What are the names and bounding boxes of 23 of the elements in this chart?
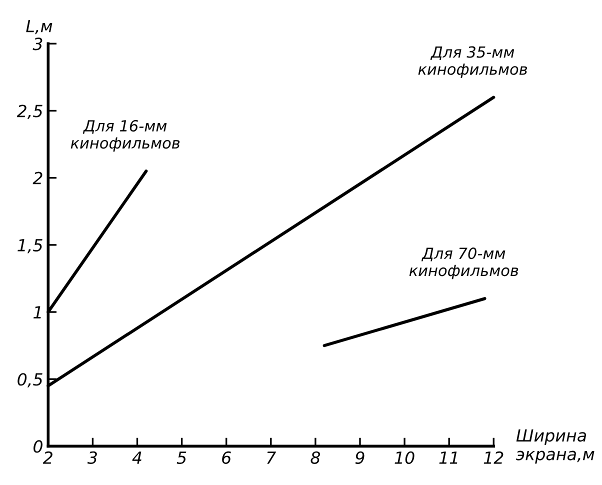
x-tick-label: 12 (484, 451, 504, 464)
y-tick-label: 1,5 (18, 239, 42, 254)
text: Для 70-мм кинофильмов (409, 248, 518, 280)
y-tick-label: 0 (34, 440, 42, 453)
y-tick-label: 2,5 (16, 104, 42, 120)
x-tick-label: 6 (222, 451, 231, 464)
y-tick-label: 0,5 (18, 373, 42, 388)
x-tick-label: 3 (87, 451, 97, 464)
y-tick-label: 2 (32, 172, 42, 184)
y-tick-label: 1 (34, 306, 41, 318)
x-tick-label: 4 (132, 452, 142, 464)
x-tick-label: 5 (176, 452, 186, 464)
x-tick-label: 7 (267, 452, 276, 464)
y-axis-title: L,м (26, 20, 52, 34)
x-axis-title: Ширина экрана,м (516, 429, 594, 464)
x-tick-label: 8 (310, 451, 320, 464)
x-tick-label: 10 (394, 451, 414, 464)
text: Для 35-мм кинофильмов (418, 46, 528, 78)
x-tick-label: 9 (355, 451, 364, 464)
x-tick-label: 2 (42, 451, 52, 464)
x-tick-label: 11 (439, 452, 458, 464)
y-tick-label: 3 (32, 38, 42, 50)
text: Для 16-мм кинофильмов (70, 120, 180, 152)
